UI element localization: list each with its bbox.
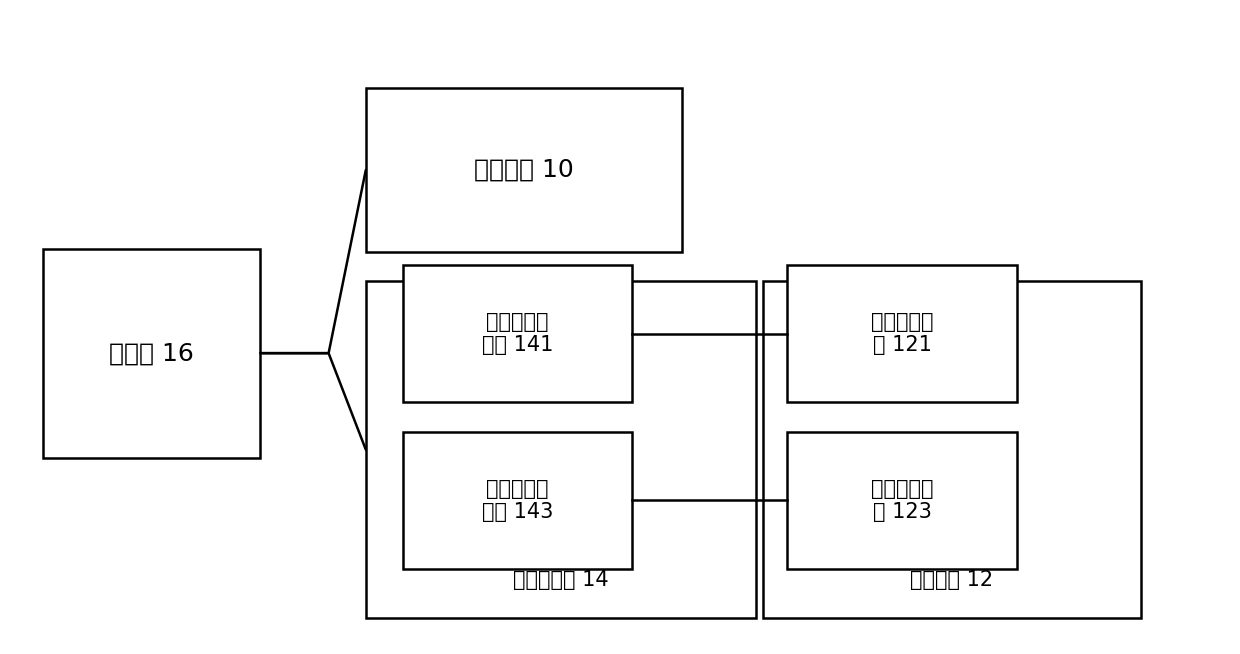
Bar — [366, 88, 682, 252]
Text: 第二时间继
电器 143: 第二时间继 电器 143 — [482, 479, 553, 522]
Bar — [763, 281, 1141, 618]
Bar — [403, 265, 632, 402]
Bar — [787, 432, 1017, 569]
Text: 控制器 16: 控制器 16 — [109, 341, 195, 365]
Bar — [403, 432, 632, 569]
Bar — [43, 249, 260, 458]
Text: 时间继电器 14: 时间继电器 14 — [513, 570, 609, 591]
Bar — [366, 281, 756, 618]
Bar — [787, 265, 1017, 402]
Text: 第二支路开
关 123: 第二支路开 关 123 — [870, 479, 934, 522]
Text: 第二开关 12: 第二开关 12 — [910, 570, 993, 591]
Text: 第一支路开
关 121: 第一支路开 关 121 — [870, 312, 934, 355]
Text: 第一开关 10: 第一开关 10 — [474, 158, 574, 182]
Text: 第一时间继
电器 141: 第一时间继 电器 141 — [482, 312, 553, 355]
